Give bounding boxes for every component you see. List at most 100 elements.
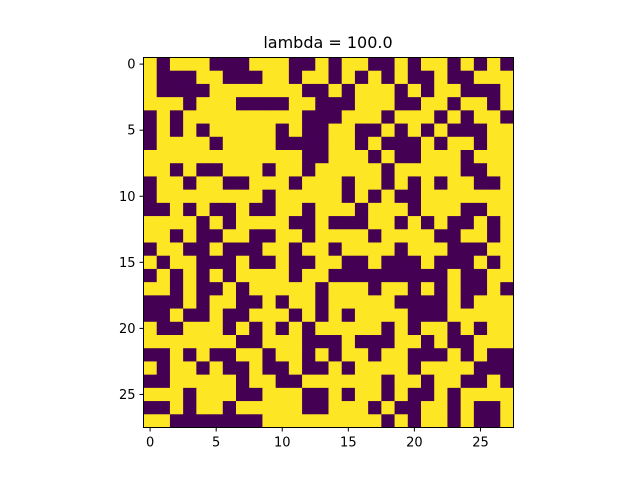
heatmap-cell <box>288 295 303 309</box>
heatmap-cell <box>487 282 501 296</box>
heatmap-cell <box>473 216 488 230</box>
heatmap-cell <box>500 202 514 217</box>
heatmap-cell <box>500 83 514 98</box>
heatmap-cell <box>275 268 290 283</box>
heatmap-cell <box>315 189 329 204</box>
heatmap-cell <box>275 308 290 323</box>
heatmap-cell <box>381 110 395 124</box>
heatmap-cell <box>183 216 197 230</box>
heatmap-cell <box>209 268 224 283</box>
heatmap-cell <box>236 335 250 349</box>
heatmap-cell <box>460 374 475 389</box>
heatmap-cell <box>500 255 514 270</box>
heatmap-cell <box>262 216 277 230</box>
heatmap-cell <box>500 387 514 402</box>
heatmap-cell <box>341 229 356 243</box>
heatmap-cell <box>156 123 171 138</box>
heatmap-cell <box>275 374 290 389</box>
heatmap-cell <box>341 176 356 191</box>
heatmap-cell <box>447 229 462 243</box>
heatmap-cell <box>236 361 250 376</box>
heatmap-cell <box>275 414 290 428</box>
heatmap-cell <box>249 361 263 376</box>
heatmap-cell <box>262 189 277 204</box>
heatmap-cell <box>354 57 369 72</box>
heatmap-cell <box>354 321 369 336</box>
heatmap-cell <box>169 70 184 85</box>
heatmap-cell <box>368 57 382 72</box>
heatmap-cell <box>196 387 210 402</box>
heatmap-cell <box>249 189 263 204</box>
heatmap-cell <box>209 97 224 111</box>
heatmap-cell <box>143 282 158 296</box>
heatmap-cell <box>460 189 475 204</box>
heatmap-cell <box>368 97 382 111</box>
heatmap-cell <box>288 136 303 151</box>
heatmap-cell <box>500 242 514 257</box>
heatmap-cell <box>407 255 422 270</box>
heatmap-cell <box>262 374 277 389</box>
heatmap-cell <box>473 176 488 191</box>
heatmap-cell <box>315 401 329 415</box>
heatmap-cell <box>156 136 171 151</box>
heatmap-cell <box>209 242 224 257</box>
heatmap-cell <box>262 70 277 85</box>
heatmap-cell <box>222 83 237 98</box>
heatmap-cell <box>447 401 462 415</box>
heatmap-cell <box>236 348 250 362</box>
heatmap-cell <box>183 387 197 402</box>
heatmap-cell <box>328 110 343 124</box>
heatmap-cell <box>421 136 435 151</box>
heatmap-cell <box>288 255 303 270</box>
heatmap-cell <box>328 387 343 402</box>
heatmap-cell <box>262 110 277 124</box>
heatmap-cell <box>169 242 184 257</box>
heatmap-cell <box>487 414 501 428</box>
heatmap-cell <box>328 335 343 349</box>
heatmap-cell <box>473 189 488 204</box>
heatmap-cell <box>394 216 409 230</box>
heatmap-cell <box>473 150 488 164</box>
heatmap-cell <box>169 189 184 204</box>
heatmap-cell <box>487 308 501 323</box>
heatmap-cell <box>288 229 303 243</box>
heatmap-cell <box>368 361 382 376</box>
heatmap-cell <box>354 176 369 191</box>
heatmap-cell <box>421 414 435 428</box>
heatmap-cell <box>183 123 197 138</box>
y-tick-label: 15 <box>119 256 136 271</box>
heatmap-cell <box>394 361 409 376</box>
heatmap-cell <box>434 83 448 98</box>
heatmap-cell <box>315 321 329 336</box>
heatmap-cell <box>407 136 422 151</box>
heatmap-cell <box>460 282 475 296</box>
heatmap-cell <box>156 150 171 164</box>
heatmap-cell <box>394 189 409 204</box>
heatmap-cell <box>447 255 462 270</box>
heatmap-cell <box>209 123 224 138</box>
heatmap-cell <box>460 57 475 72</box>
heatmap-cell <box>169 176 184 191</box>
heatmap-cell <box>302 401 316 415</box>
heatmap-cell <box>394 97 409 111</box>
heatmap-cell <box>434 387 448 402</box>
heatmap-cell <box>500 348 514 362</box>
heatmap-cell <box>434 216 448 230</box>
heatmap-cell <box>354 163 369 177</box>
heatmap-cell <box>262 176 277 191</box>
heatmap-cell <box>302 163 316 177</box>
heatmap-cell <box>487 123 501 138</box>
heatmap-cell <box>169 136 184 151</box>
heatmap-cell <box>222 308 237 323</box>
heatmap-cell <box>354 361 369 376</box>
heatmap-cell <box>354 282 369 296</box>
heatmap-cell <box>156 295 171 309</box>
heatmap-cell <box>262 150 277 164</box>
heatmap-cell <box>487 321 501 336</box>
heatmap-cell <box>302 189 316 204</box>
heatmap-cell <box>328 97 343 111</box>
heatmap-cell <box>249 295 263 309</box>
heatmap-cell <box>169 123 184 138</box>
heatmap-cell <box>183 189 197 204</box>
heatmap-cell <box>447 83 462 98</box>
